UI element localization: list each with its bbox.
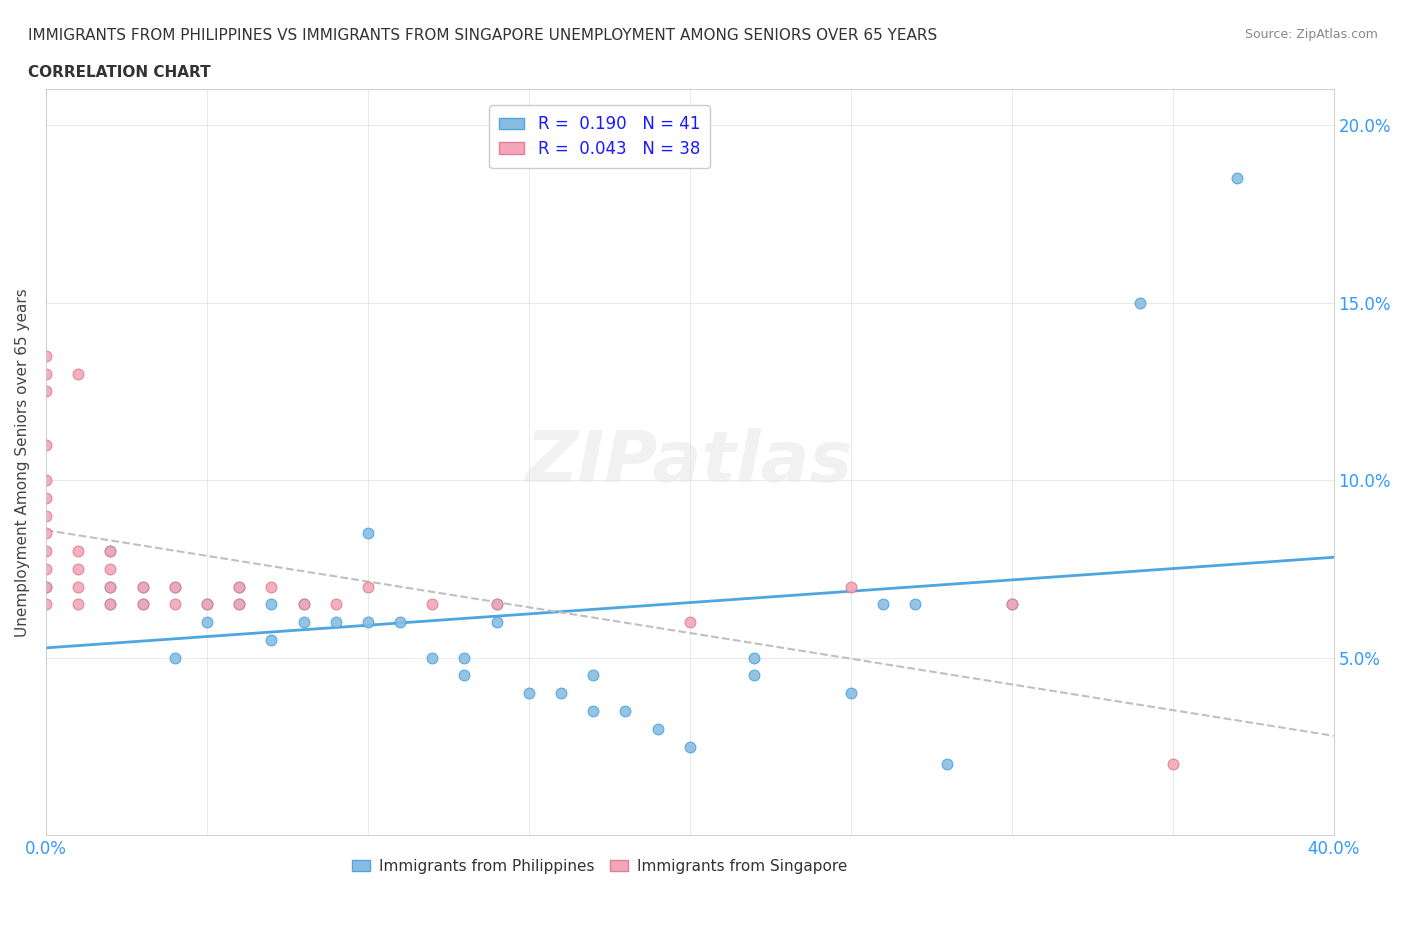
Point <box>35 579 58 594</box>
Point <box>742 668 765 683</box>
Point <box>98 597 121 612</box>
Point <box>260 579 283 594</box>
Point <box>228 579 250 594</box>
Point <box>98 562 121 577</box>
Point <box>325 597 347 612</box>
Point <box>453 650 475 665</box>
Point <box>614 704 637 719</box>
Point <box>228 597 250 612</box>
Point <box>35 508 58 523</box>
Text: Source: ZipAtlas.com: Source: ZipAtlas.com <box>1244 28 1378 41</box>
Point <box>485 615 508 630</box>
Point <box>35 472 58 487</box>
Point <box>872 597 894 612</box>
Point <box>292 615 315 630</box>
Point <box>163 579 186 594</box>
Point <box>936 757 959 772</box>
Point <box>98 579 121 594</box>
Point <box>357 615 380 630</box>
Point <box>839 579 862 594</box>
Point <box>228 597 250 612</box>
Point <box>389 615 412 630</box>
Point <box>67 544 90 559</box>
Point <box>163 650 186 665</box>
Point <box>582 704 605 719</box>
Point <box>163 579 186 594</box>
Point <box>1226 171 1249 186</box>
Point <box>67 366 90 381</box>
Point <box>1129 295 1152 310</box>
Point <box>35 597 58 612</box>
Point <box>742 650 765 665</box>
Legend: Immigrants from Philippines, Immigrants from Singapore: Immigrants from Philippines, Immigrants … <box>346 853 853 880</box>
Point <box>67 562 90 577</box>
Point <box>67 579 90 594</box>
Point <box>357 579 380 594</box>
Point <box>647 722 669 737</box>
Point <box>35 562 58 577</box>
Point <box>453 668 475 683</box>
Text: IMMIGRANTS FROM PHILIPPINES VS IMMIGRANTS FROM SINGAPORE UNEMPLOYMENT AMONG SENI: IMMIGRANTS FROM PHILIPPINES VS IMMIGRANT… <box>28 28 938 43</box>
Point <box>195 615 218 630</box>
Point <box>35 579 58 594</box>
Point <box>679 739 702 754</box>
Point <box>1001 597 1024 612</box>
Point <box>98 544 121 559</box>
Point <box>679 615 702 630</box>
Point <box>35 490 58 505</box>
Point <box>98 579 121 594</box>
Point <box>195 597 218 612</box>
Point <box>131 579 153 594</box>
Point <box>1161 757 1184 772</box>
Point <box>292 597 315 612</box>
Point <box>98 597 121 612</box>
Point <box>550 685 572 700</box>
Point <box>228 579 250 594</box>
Point <box>35 437 58 452</box>
Point <box>35 384 58 399</box>
Point <box>35 544 58 559</box>
Point <box>420 650 443 665</box>
Y-axis label: Unemployment Among Seniors over 65 years: Unemployment Among Seniors over 65 years <box>15 288 30 637</box>
Point <box>485 597 508 612</box>
Text: CORRELATION CHART: CORRELATION CHART <box>28 65 211 80</box>
Point <box>839 685 862 700</box>
Point <box>517 685 540 700</box>
Point <box>260 632 283 647</box>
Point <box>260 597 283 612</box>
Point <box>485 597 508 612</box>
Point <box>98 544 121 559</box>
Point <box>131 579 153 594</box>
Point <box>904 597 927 612</box>
Point <box>420 597 443 612</box>
Point <box>35 349 58 364</box>
Point <box>131 597 153 612</box>
Point <box>35 526 58 541</box>
Point <box>357 526 380 541</box>
Point <box>35 366 58 381</box>
Point <box>67 597 90 612</box>
Point <box>163 597 186 612</box>
Point <box>1001 597 1024 612</box>
Point <box>131 597 153 612</box>
Text: ZIPatlas: ZIPatlas <box>526 428 853 497</box>
Point <box>292 597 315 612</box>
Point <box>582 668 605 683</box>
Point <box>195 597 218 612</box>
Point <box>325 615 347 630</box>
